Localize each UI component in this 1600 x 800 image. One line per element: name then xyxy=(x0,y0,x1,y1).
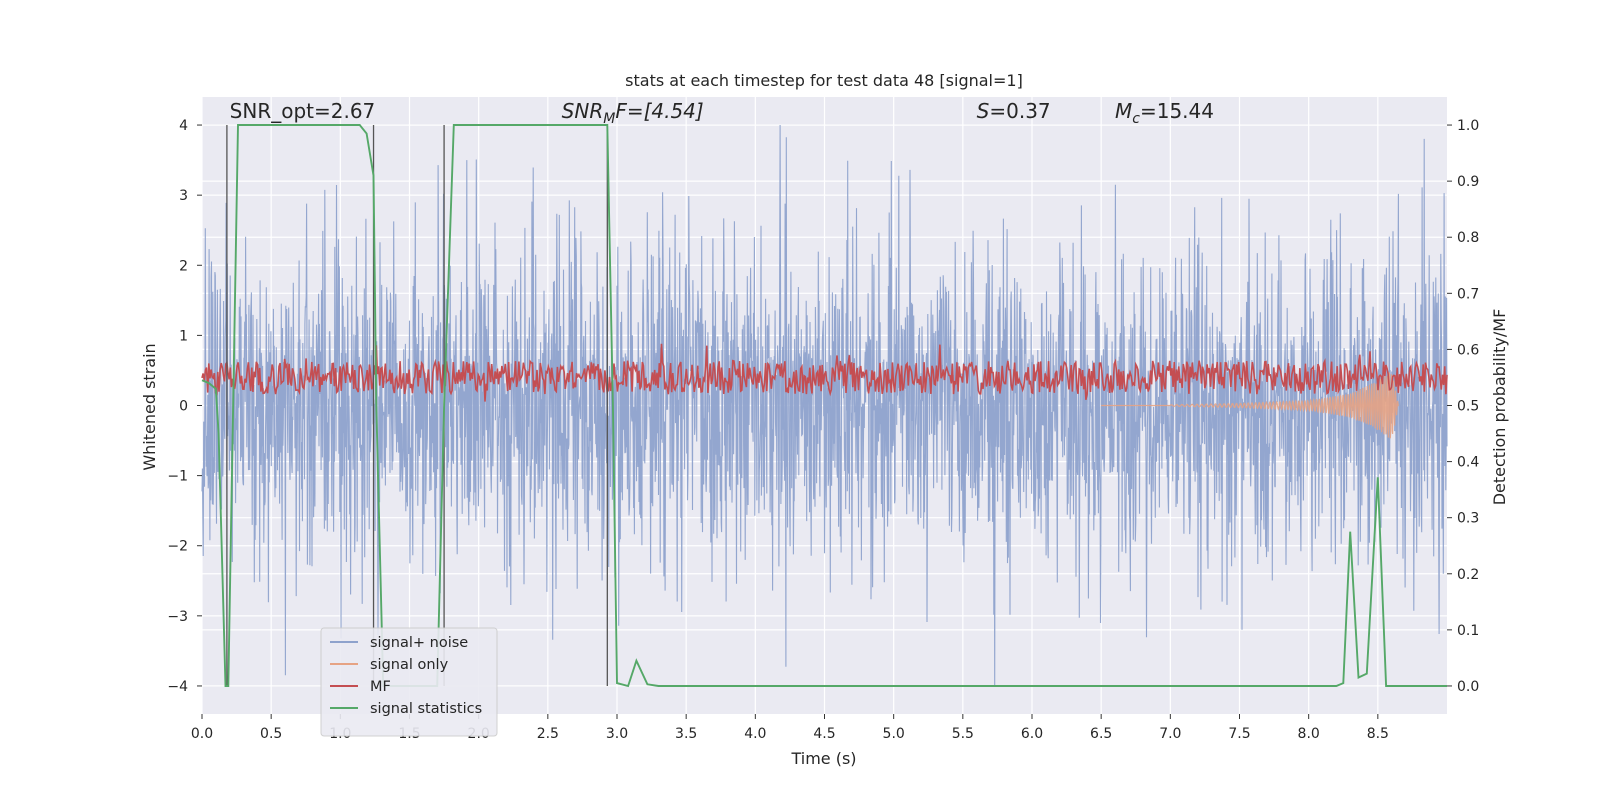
x-tick-label: 3.5 xyxy=(675,726,697,742)
x-tick-label: 0.5 xyxy=(260,726,282,742)
x-tick-label: 7.0 xyxy=(1159,726,1181,742)
annotation-text: SNRMF=[4.54] xyxy=(562,99,704,127)
x-tick-label: 4.5 xyxy=(813,726,835,742)
legend: signal+ noise signal only MF signal stat… xyxy=(320,627,498,737)
mf-series xyxy=(201,343,1448,402)
annotation-text: Mc=15.44 xyxy=(1115,99,1214,127)
x-tick-label: 5.5 xyxy=(952,726,974,742)
y-right-tick-label: 0.1 xyxy=(1457,623,1479,639)
y-left-tick-label: −4 xyxy=(167,679,188,695)
y-right-tick-label: 0.6 xyxy=(1457,342,1479,358)
legend-label-mf: MF xyxy=(370,679,391,695)
legend-label-signal-statistics: signal statistics xyxy=(370,701,482,717)
y-right-tick-label: 1.0 xyxy=(1457,118,1479,134)
x-tick-label: 0.0 xyxy=(191,726,213,742)
y-right-tick-label: 0.2 xyxy=(1457,567,1479,583)
annotation-text: S=0.37 xyxy=(977,99,1051,123)
x-tick-label: 8.0 xyxy=(1298,726,1320,742)
signal-statistics-series xyxy=(201,124,1447,688)
y-left-tick-label: −1 xyxy=(167,469,188,485)
y-right-tick-label: 0.5 xyxy=(1457,399,1479,415)
x-tick-label: 4.0 xyxy=(744,726,766,742)
mf-line xyxy=(201,343,1448,402)
y-right-tick-label: 0.3 xyxy=(1457,511,1479,527)
signal-only-line xyxy=(1101,372,1399,439)
x-tick-label: 6.0 xyxy=(1021,726,1043,742)
left-y-axis-ticks: −4 −3 −2 −1 0 1 2 3 4 xyxy=(167,118,202,695)
x-tick-label: 6.5 xyxy=(1090,726,1112,742)
right-y-axis-ticks: 0.0 0.1 0.2 0.3 0.4 0.5 0.6 0.7 0.8 0.9 1.0 xyxy=(1447,118,1479,695)
signal-only-series xyxy=(1101,372,1399,439)
signal-statistics-line xyxy=(201,124,1447,688)
x-tick-label: 3.0 xyxy=(606,726,628,742)
y-left-tick-label: 4 xyxy=(179,118,188,134)
x-tick-label: 8.5 xyxy=(1367,726,1389,742)
legend-label-signal-only: signal only xyxy=(370,657,449,673)
y-left-tick-label: 0 xyxy=(179,399,188,415)
x-tick-label: 5.0 xyxy=(883,726,905,742)
x-tick-label: 2.5 xyxy=(537,726,559,742)
y-right-tick-label: 0.7 xyxy=(1457,286,1479,302)
y-right-tick-label: 0.9 xyxy=(1457,174,1479,190)
y-axis-label-right: Detection probability/MF xyxy=(1490,309,1509,506)
y-left-tick-label: −3 xyxy=(167,609,188,625)
annotations: SNR_opt=2.67 SNRMF=[4.54] S=0.37 Mc=15.44 xyxy=(230,99,1214,127)
y-right-tick-label: 0.8 xyxy=(1457,230,1479,246)
y-axis-label-left: Whitened strain xyxy=(140,343,159,470)
y-left-tick-label: 1 xyxy=(179,328,188,344)
x-tick-label: 7.5 xyxy=(1228,726,1250,742)
legend-label-signal-noise: signal+ noise xyxy=(370,635,468,651)
chart-title: stats at each timestep for test data 48 … xyxy=(625,71,1023,90)
annotation-text: SNR_opt=2.67 xyxy=(230,99,376,123)
y-left-tick-label: −2 xyxy=(167,539,188,555)
y-left-tick-label: 3 xyxy=(179,188,188,204)
y-left-tick-label: 2 xyxy=(179,258,188,274)
legend-box xyxy=(320,627,498,737)
y-right-tick-label: 0.4 xyxy=(1457,455,1479,471)
y-right-tick-label: 0.0 xyxy=(1457,679,1479,695)
x-axis-label: Time (s) xyxy=(790,749,856,768)
